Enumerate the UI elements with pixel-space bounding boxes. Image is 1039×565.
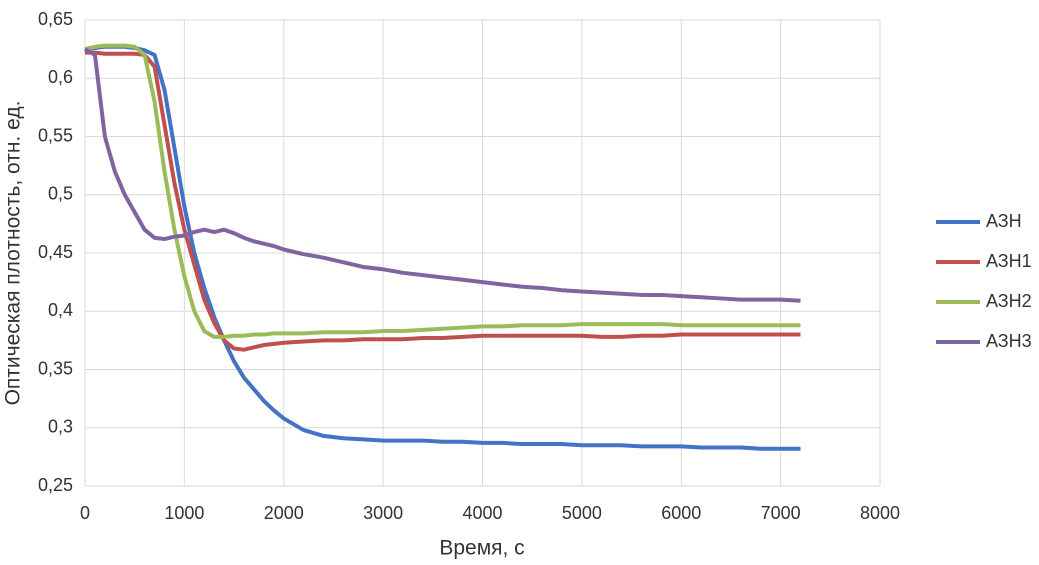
y-tick-label: 0,25 [38, 475, 73, 495]
legend-label: АЗН3 [986, 331, 1032, 351]
legend-label: АЗН [986, 211, 1022, 231]
x-tick-label: 4000 [462, 503, 502, 523]
y-tick-label: 0,4 [48, 300, 73, 320]
y-tick-label: 0,3 [48, 417, 73, 437]
y-tick-label: 0,55 [38, 125, 73, 145]
y-axis-title: Оптическая плотность, отн. ед. [2, 101, 25, 406]
y-tick-label: 0,5 [48, 184, 73, 204]
data-line [84, 44, 801, 451]
x-axis-title: Время, с [439, 537, 524, 560]
legend-label: АЗН2 [986, 291, 1032, 311]
data-line [85, 50, 801, 352]
x-tick-label: 7000 [761, 503, 801, 523]
y-tick-label: 0,35 [38, 358, 73, 378]
x-tick-label: 3000 [363, 503, 403, 523]
x-tick-label: 2000 [264, 503, 304, 523]
y-tick-label: 0,6 [48, 67, 73, 87]
y-tick-label: 0,65 [38, 9, 73, 29]
x-tick-label: 8000 [860, 503, 900, 523]
x-tick-label: 1000 [164, 503, 204, 523]
x-tick-label: 6000 [661, 503, 701, 523]
x-tick-label: 5000 [562, 503, 602, 523]
y-tick-label: 0,45 [38, 242, 73, 262]
data-line [83, 47, 801, 303]
legend-label: АЗН1 [986, 251, 1032, 271]
data-line [84, 43, 801, 339]
x-tick-label: 0 [80, 503, 90, 523]
